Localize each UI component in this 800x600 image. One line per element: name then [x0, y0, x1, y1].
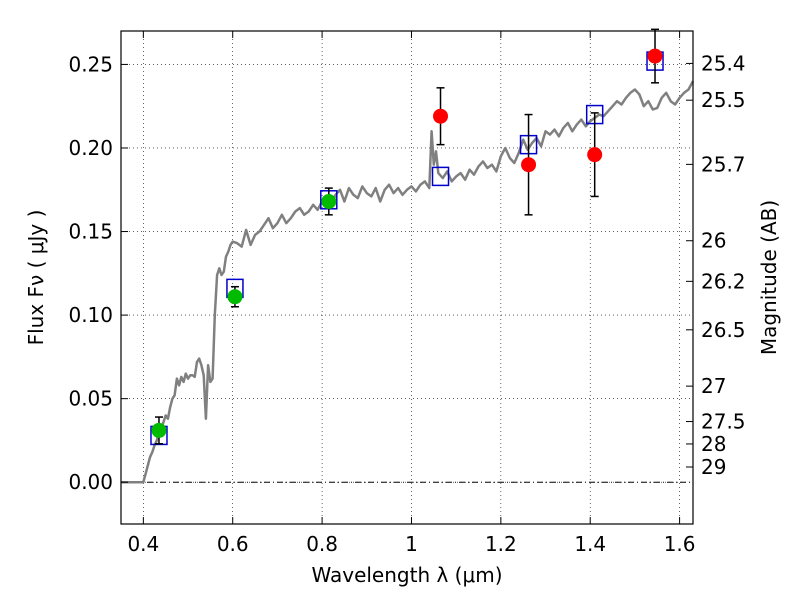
grid-lines [121, 31, 693, 524]
x-tick-label: 1.2 [485, 532, 517, 556]
observed-flux-point [433, 108, 449, 124]
right-tick-label: 26 [701, 229, 726, 253]
y-tick-label: 0.00 [68, 470, 113, 494]
observed-flux-point [647, 48, 663, 64]
right-tick-label: 26.2 [701, 269, 746, 293]
x-tick-label: 0.6 [217, 532, 249, 556]
y-tick-label: 0.25 [68, 52, 113, 76]
axis-ticks: 0.4 0.6 0.8 1 1.2 1.4 1.6 0.00 0.05 0.10 0.15 0.20 0… [68, 31, 746, 556]
x-tick-label: 1.6 [664, 532, 696, 556]
y-tick-label: 0.05 [68, 387, 113, 411]
right-tick-label: 25.7 [701, 152, 746, 176]
x-tick-label: 0.4 [127, 532, 159, 556]
x-tick-label: 1 [405, 532, 418, 556]
observed-flux-point [321, 193, 337, 209]
x-axis-label: Wavelength λ (μm) [311, 563, 502, 587]
right-tick-label: 26.5 [701, 318, 746, 342]
observed-flux-point [227, 289, 243, 305]
right-tick-label: 25.4 [701, 51, 746, 75]
x-tick-label: 0.8 [306, 532, 338, 556]
observed-flux-point [151, 422, 167, 438]
series-layer [121, 28, 695, 484]
y-tick-label: 0.10 [68, 303, 113, 327]
plot-frame [120, 30, 694, 525]
y-axis-label: Flux Fν ( μJy ) [24, 210, 48, 346]
observed-flux-point [587, 147, 603, 163]
right-tick-label: 28 [701, 432, 726, 456]
model-spectrum-line [121, 80, 695, 484]
x-tick-label: 1.4 [574, 532, 606, 556]
y-tick-label: 0.15 [68, 220, 113, 244]
right-tick-label: 27.5 [701, 410, 746, 434]
right-tick-label: 27 [701, 374, 726, 398]
right-tick-label: 29 [701, 455, 726, 479]
observed-flux-point [521, 157, 537, 173]
y-tick-label: 0.20 [68, 136, 113, 160]
right-tick-label: 25.5 [701, 88, 746, 112]
right-axis-label: Magnitude (AB) [757, 200, 781, 355]
model-photometry-square [431, 166, 450, 187]
